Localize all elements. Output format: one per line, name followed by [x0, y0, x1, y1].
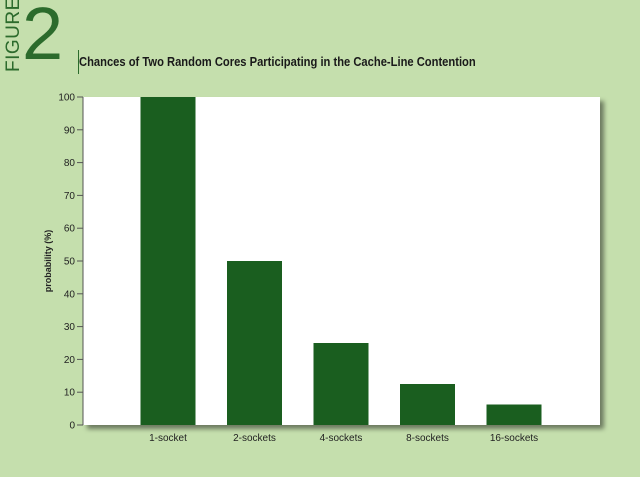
bar-1-socket: [140, 97, 196, 425]
figure-divider: [78, 50, 79, 74]
y-tick-label: 50: [64, 257, 76, 268]
y-tick-label: 0: [69, 421, 75, 432]
y-tick-label: 40: [64, 289, 76, 300]
x-tick-label: 2-sockets: [233, 433, 276, 444]
x-tick-label: 16-sockets: [490, 433, 538, 444]
y-tick-label: 60: [64, 224, 76, 235]
y-tick-label: 70: [64, 191, 76, 202]
bar-4-sockets: [313, 343, 369, 425]
x-tick-label: 1-socket: [149, 433, 187, 444]
figure-number: 2: [22, 0, 64, 75]
y-tick-label: 10: [64, 388, 76, 399]
bar-8-sockets: [400, 384, 455, 425]
y-tick-label: 20: [64, 355, 76, 366]
y-axis-label: probability (%): [43, 230, 53, 293]
y-tick-label: 90: [64, 125, 76, 136]
y-tick-label: 80: [64, 158, 76, 169]
chart-title: Chances of Two Random Cores Participatin…: [79, 54, 476, 69]
x-tick-label: 4-sockets: [320, 433, 363, 444]
x-tick-label: 8-sockets: [406, 433, 449, 444]
y-tick-label: 30: [64, 322, 76, 333]
bar-16-sockets: [486, 404, 542, 425]
bar-2-sockets: [227, 261, 282, 425]
y-tick-label: 100: [58, 93, 75, 104]
